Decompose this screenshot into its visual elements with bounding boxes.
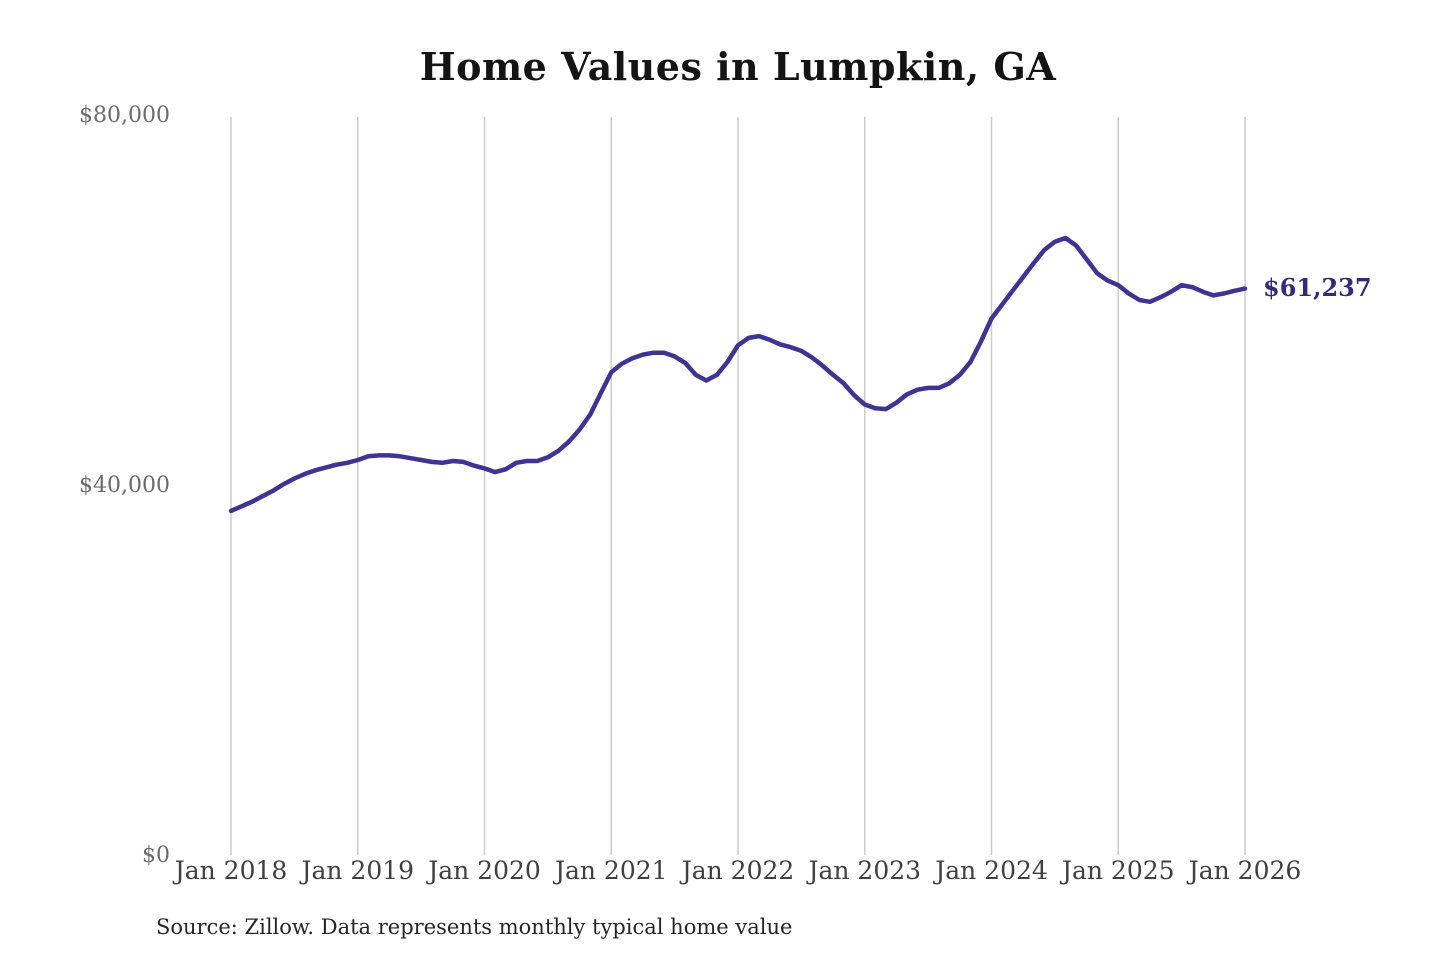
x-axis-tick-label: Jan 2024	[935, 856, 1048, 885]
x-axis-tick-label: Jan 2019	[301, 856, 415, 885]
source-note: Source: Zillow. Data represents monthly …	[156, 915, 793, 939]
x-axis-tick-label: Jan 2023	[808, 856, 922, 885]
x-axis-tick-label: Jan 2022	[681, 856, 795, 885]
x-axis-tick-label: Jan 2026	[1188, 856, 1302, 885]
y-axis-tick-label: $40,000	[79, 473, 170, 498]
gridline-group	[230, 117, 1246, 855]
y-axis-tick-label: $0	[142, 843, 170, 868]
home-value-line-series	[228, 235, 1248, 514]
x-axis-tick-label: Jan 2021	[554, 856, 668, 885]
y-axis-tick-label: $80,000	[79, 103, 170, 128]
x-axis-tick-label: Jan 2020	[428, 856, 541, 885]
current-value-label: $61,237	[1263, 272, 1372, 302]
x-axis-tick-label: Jan 2018	[174, 856, 288, 885]
series-group	[228, 235, 1248, 514]
chart-title: Home Values in Lumpkin, GA	[419, 44, 1057, 89]
x-axis-tick-label: Jan 2025	[1061, 856, 1175, 885]
